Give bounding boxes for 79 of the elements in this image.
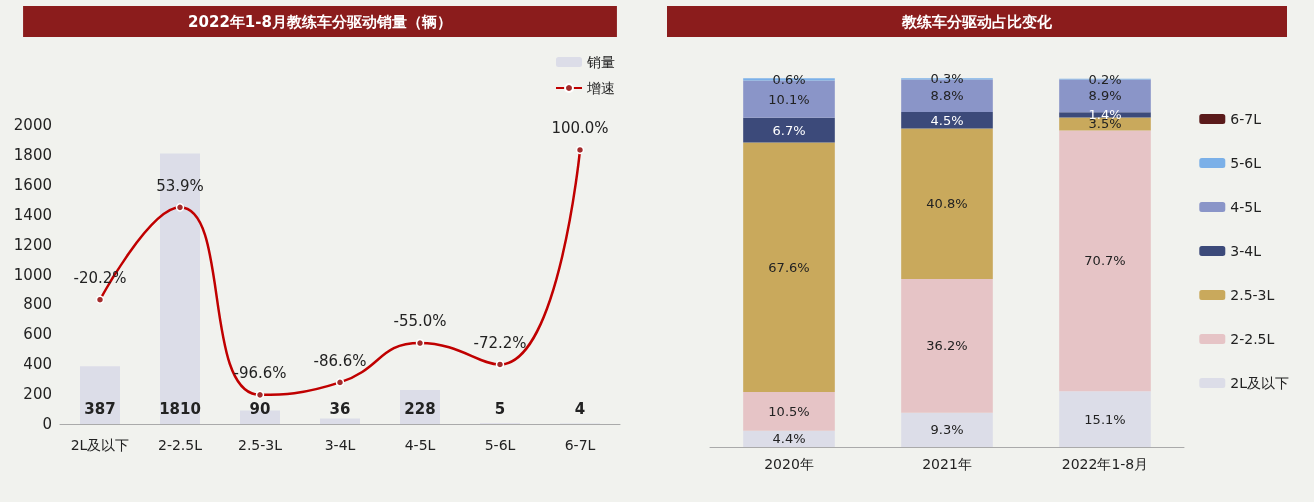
x-tick-label: 2L及以下: [70, 437, 130, 453]
data-label: 67.6%: [768, 259, 810, 275]
x-tick-label: 5-6L: [484, 437, 516, 453]
data-label: -55.0%: [393, 312, 447, 331]
y-tick-label: 400: [23, 355, 52, 374]
point: [175, 203, 185, 212]
data-label: 0.6%: [772, 71, 806, 87]
bar: [80, 366, 120, 424]
data-label: 10.5%: [768, 403, 810, 419]
data-label: 40.8%: [926, 196, 968, 212]
bar: [320, 418, 360, 424]
data-label: -86.6%: [313, 351, 367, 370]
legend-label: 2.5-3L: [1230, 287, 1275, 303]
data-label: -96.6%: [233, 364, 287, 383]
bar: [901, 279, 993, 413]
bar: [901, 412, 993, 447]
y-tick-label: 1400: [13, 205, 52, 224]
data-label: 90: [249, 399, 271, 418]
data-label: 0.2%: [1088, 71, 1122, 87]
data-label: 387: [84, 399, 116, 418]
y-tick-label: 1600: [13, 175, 52, 194]
point: [255, 390, 265, 400]
data-label: 15.1%: [1084, 411, 1126, 427]
x-tick-label: 3-4L: [324, 437, 356, 453]
legend-label: 3-4L: [1230, 243, 1262, 259]
data-label: 5: [494, 399, 506, 418]
data-label: 0.3%: [930, 71, 964, 87]
y-tick-label: 600: [23, 325, 52, 344]
y-tick-label: 0: [42, 415, 52, 433]
data-label: 228: [404, 399, 436, 418]
y-tick-label: 2000: [13, 116, 52, 134]
x-tick-label: 2022年1-8月: [1061, 456, 1149, 472]
y-tick-label: 800: [23, 295, 52, 314]
point: [495, 360, 505, 369]
data-label: 36.2%: [926, 338, 968, 354]
x-tick-label: 2021年: [922, 456, 972, 472]
x-tick-label: 2-2.5L: [157, 437, 203, 453]
data-label: 8.9%: [1088, 88, 1122, 104]
bar: [1059, 130, 1151, 392]
data-label: 70.7%: [1084, 253, 1126, 269]
legend-label: 2L及以下: [1230, 375, 1290, 391]
bar: [1059, 391, 1151, 447]
data-label: 1810: [159, 399, 201, 418]
y-tick-label: 1800: [13, 145, 52, 164]
data-label: 4: [574, 399, 586, 418]
y-tick-label: 1200: [13, 235, 52, 254]
data-label: 10.1%: [768, 91, 810, 107]
y-tick-label: 1000: [13, 265, 52, 284]
legend-label: 6-7L: [1230, 111, 1262, 127]
x-tick-label: 2020年: [764, 456, 814, 472]
bar: [743, 142, 835, 393]
chart-title: 教练车分驱动占比变化: [901, 12, 1053, 31]
legend-label: 销量: [586, 54, 615, 70]
data-label: 8.8%: [930, 88, 964, 104]
bar: [743, 117, 835, 143]
legend-label: 2-2.5L: [1230, 331, 1275, 347]
point: [335, 378, 345, 387]
data-label: 53.9%: [156, 176, 204, 195]
bar: [901, 111, 993, 129]
data-label: 9.3%: [930, 422, 964, 438]
x-tick-label: 2.5-3L: [237, 437, 283, 453]
data-label: 100.0%: [551, 119, 609, 138]
bar: [743, 392, 835, 431]
point: [415, 338, 425, 348]
point: [575, 145, 585, 155]
legend-label: 4-5L: [1230, 199, 1262, 215]
legend-label: 5-6L: [1230, 155, 1262, 171]
bar: [901, 128, 993, 280]
data-label: 4.5%: [930, 112, 964, 128]
data-label: 36: [329, 399, 351, 418]
data-label: -72.2%: [473, 333, 527, 352]
data-label: 6.7%: [772, 122, 806, 138]
legend-label: 增速: [586, 80, 615, 96]
x-tick-label: 4-5L: [404, 437, 436, 453]
data-label: 4.4%: [772, 431, 806, 447]
point: [95, 295, 105, 304]
y-tick-label: 200: [23, 385, 52, 404]
x-tick-label: 6-7L: [564, 437, 596, 453]
chart-title: 2022年1-8月教练车分驱动销量（辆）: [188, 12, 452, 31]
